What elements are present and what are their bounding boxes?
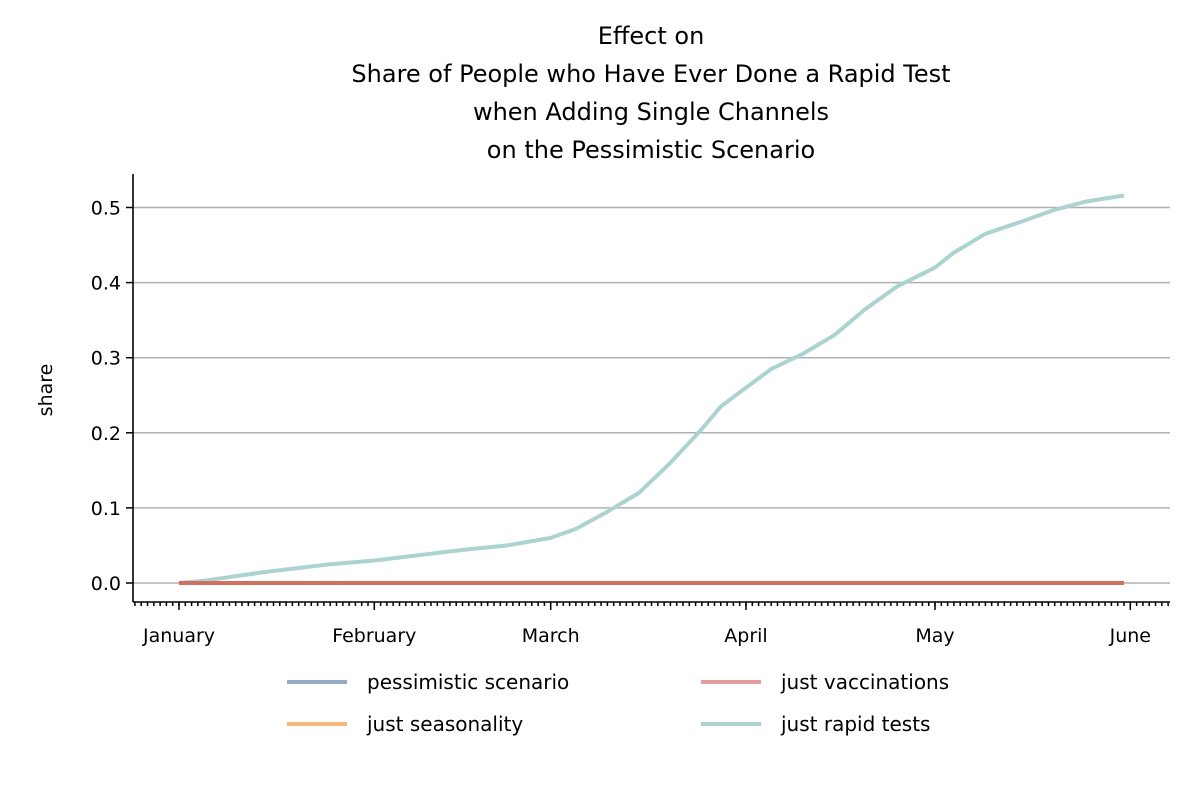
chart-title-line: on the Pessimistic Scenario <box>487 136 815 164</box>
grid <box>133 206 1170 584</box>
legend-label: just rapid tests <box>780 712 930 736</box>
chart-title-line: when Adding Single Channels <box>473 98 829 126</box>
plot-lines <box>178 193 1125 585</box>
chart-title-line: Effect on <box>598 22 705 50</box>
x-tick-label: June <box>1109 625 1151 647</box>
y-tick-label: 0.5 <box>91 198 121 220</box>
y-tick-label: 0.3 <box>91 348 121 370</box>
x-axis-ticks: January February March April May June <box>134 602 1169 647</box>
x-tick-label: February <box>332 625 416 647</box>
y-axis-ticks: 0.0 0.1 0.2 0.3 0.4 0.5 <box>91 198 133 595</box>
y-tick-label: 0.4 <box>91 273 121 295</box>
legend-label: just vaccinations <box>780 670 949 694</box>
legend: pessimistic scenario just seasonality just… <box>287 670 949 736</box>
x-tick-label: March <box>522 625 580 647</box>
x-tick-label: January <box>142 625 215 647</box>
y-tick-label: 0.0 <box>91 573 121 595</box>
y-tick-label: 0.1 <box>91 498 121 520</box>
y-tick-label: 0.2 <box>91 423 121 445</box>
x-tick-label: May <box>915 625 954 647</box>
chart-title-line: Share of People who Have Ever Done a Rap… <box>351 60 950 88</box>
x-tick-label: April <box>724 625 767 647</box>
y-axis-label: share <box>35 364 57 417</box>
legend-label: just seasonality <box>366 712 523 736</box>
series-line-3 <box>178 193 1125 585</box>
chart-title: Effect on Share of People who Have Ever D… <box>351 22 950 164</box>
axes <box>132 174 1170 603</box>
legend-label: pessimistic scenario <box>367 670 569 694</box>
